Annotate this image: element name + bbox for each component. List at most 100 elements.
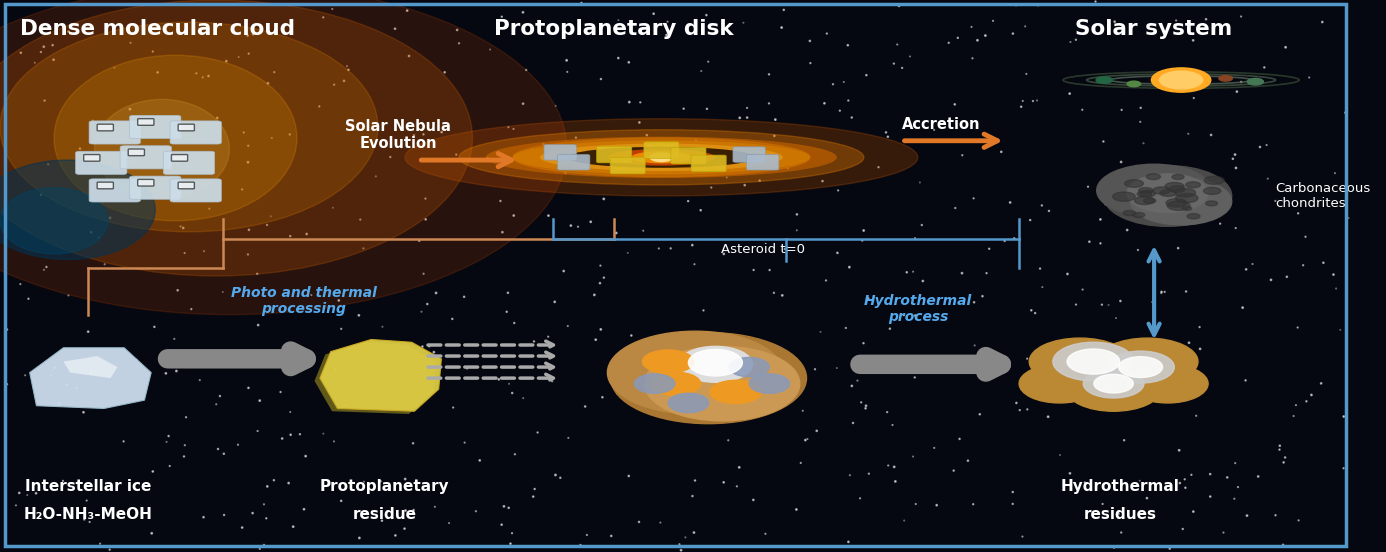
Point bbox=[628, 518, 650, 527]
Point bbox=[926, 501, 948, 509]
Point bbox=[1089, 215, 1112, 224]
Circle shape bbox=[1124, 180, 1143, 187]
Point bbox=[951, 151, 973, 160]
Point bbox=[213, 511, 236, 519]
Point bbox=[1282, 412, 1304, 421]
Point bbox=[827, 186, 850, 195]
Point bbox=[1016, 70, 1038, 78]
Point bbox=[413, 130, 435, 139]
Point bbox=[1189, 323, 1211, 332]
Point bbox=[800, 59, 822, 67]
Point bbox=[877, 461, 900, 470]
Point bbox=[1275, 43, 1297, 52]
Point bbox=[1229, 78, 1252, 87]
Point bbox=[765, 387, 787, 396]
Point bbox=[212, 288, 234, 296]
Point bbox=[1106, 187, 1128, 196]
Circle shape bbox=[1123, 210, 1135, 216]
Point bbox=[1002, 29, 1024, 38]
Point bbox=[1224, 494, 1246, 503]
Point bbox=[371, 322, 394, 331]
Point bbox=[1002, 487, 1024, 496]
Point bbox=[227, 440, 249, 449]
Point bbox=[676, 197, 699, 205]
Point bbox=[1295, 232, 1317, 241]
Ellipse shape bbox=[678, 347, 753, 382]
Point bbox=[283, 522, 305, 531]
Point bbox=[18, 294, 40, 303]
Point bbox=[173, 248, 195, 257]
Point bbox=[554, 168, 577, 177]
Point bbox=[560, 221, 582, 230]
Point bbox=[1249, 142, 1271, 151]
Point bbox=[231, 185, 254, 194]
Point bbox=[1103, 543, 1125, 552]
Circle shape bbox=[1247, 78, 1264, 85]
Point bbox=[772, 6, 794, 14]
FancyBboxPatch shape bbox=[129, 115, 182, 139]
Point bbox=[681, 241, 703, 250]
Point bbox=[632, 226, 654, 235]
Ellipse shape bbox=[1107, 351, 1174, 383]
FancyBboxPatch shape bbox=[557, 155, 590, 170]
Point bbox=[1074, 478, 1096, 487]
Point bbox=[726, 482, 748, 491]
Point bbox=[477, 153, 499, 162]
Circle shape bbox=[1113, 192, 1135, 201]
Point bbox=[496, 307, 518, 316]
Ellipse shape bbox=[1096, 164, 1211, 216]
Point bbox=[353, 477, 376, 486]
Point bbox=[1113, 436, 1135, 445]
Text: Solar Nebula
Evolution: Solar Nebula Evolution bbox=[345, 119, 450, 151]
Point bbox=[762, 288, 784, 297]
Text: Carbonaceous
chondrites: Carbonaceous chondrites bbox=[1275, 182, 1371, 210]
Point bbox=[668, 540, 690, 549]
Point bbox=[902, 452, 924, 461]
Point bbox=[911, 221, 933, 230]
Point bbox=[606, 389, 628, 398]
Point bbox=[585, 335, 607, 344]
Point bbox=[1268, 442, 1290, 450]
Point bbox=[1225, 87, 1247, 96]
Point bbox=[944, 204, 966, 213]
Point bbox=[839, 263, 861, 272]
Point bbox=[1092, 137, 1114, 146]
Point bbox=[72, 408, 94, 417]
Point bbox=[365, 172, 387, 181]
Point bbox=[571, 0, 593, 7]
Point bbox=[78, 327, 100, 336]
Point bbox=[380, 152, 402, 161]
Point bbox=[413, 269, 435, 278]
Point bbox=[592, 393, 614, 402]
Point bbox=[57, 27, 79, 36]
Point bbox=[557, 433, 579, 442]
Point bbox=[893, 311, 915, 320]
Circle shape bbox=[1153, 187, 1170, 194]
Point bbox=[888, 2, 911, 10]
Ellipse shape bbox=[1131, 178, 1232, 225]
Point bbox=[837, 41, 859, 50]
Point bbox=[1177, 129, 1199, 138]
Point bbox=[169, 362, 191, 371]
Point bbox=[1074, 380, 1096, 389]
Point bbox=[682, 492, 704, 501]
Point bbox=[1200, 130, 1222, 139]
Point bbox=[712, 478, 735, 487]
Circle shape bbox=[1160, 190, 1177, 197]
Point bbox=[33, 43, 55, 51]
Point bbox=[448, 39, 470, 47]
Point bbox=[1199, 470, 1221, 479]
Point bbox=[348, 534, 370, 543]
Point bbox=[886, 40, 908, 49]
Point bbox=[197, 72, 219, 81]
Point bbox=[188, 376, 211, 385]
Point bbox=[33, 266, 55, 274]
Point bbox=[600, 532, 622, 540]
Point bbox=[51, 476, 73, 485]
Point bbox=[308, 102, 330, 111]
Point bbox=[839, 471, 861, 480]
Point bbox=[468, 456, 491, 465]
Point bbox=[858, 294, 880, 302]
Point bbox=[735, 344, 757, 353]
Point bbox=[904, 311, 926, 320]
